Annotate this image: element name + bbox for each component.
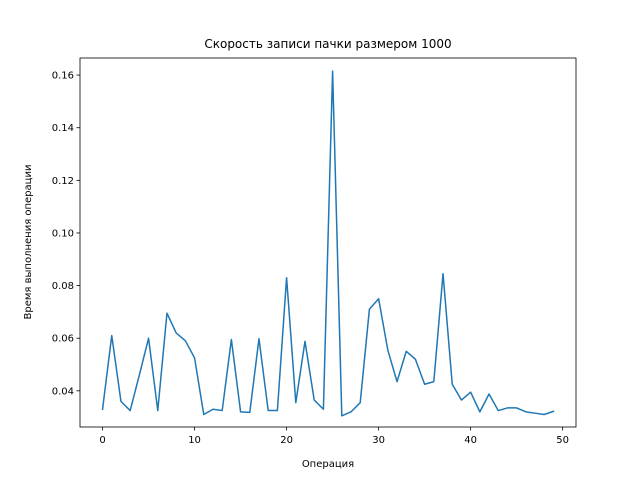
plot-area: 0 10 20 30 40 50 0.04 0.06 0.08 0.10 0.12 0.14 0.16 <box>52 57 577 446</box>
x-tick-label: 10 <box>188 435 201 446</box>
y-tick-label: 0.16 <box>52 71 74 82</box>
y-tick-label: 0.14 <box>52 123 74 134</box>
y-tick-label: 0.06 <box>52 334 74 345</box>
y-axis-label: Время выполнения операции <box>23 165 34 320</box>
x-tick-label: 30 <box>372 435 385 446</box>
chart-title: Скорость записи пачки размером 1000 <box>204 37 451 51</box>
x-tick-label: 40 <box>464 435 477 446</box>
x-tick-label: 0 <box>99 435 105 446</box>
y-tick-label: 0.10 <box>52 228 74 239</box>
y-tick-label: 0.08 <box>52 281 74 292</box>
axes-frame <box>79 57 577 428</box>
x-tick-label: 20 <box>280 435 293 446</box>
x-tick-label: 50 <box>556 435 569 446</box>
y-tick-label: 0.04 <box>52 386 74 397</box>
x-axis-label: Операция <box>302 459 354 470</box>
y-tick-label: 0.12 <box>52 176 74 187</box>
series-line <box>101 70 555 417</box>
